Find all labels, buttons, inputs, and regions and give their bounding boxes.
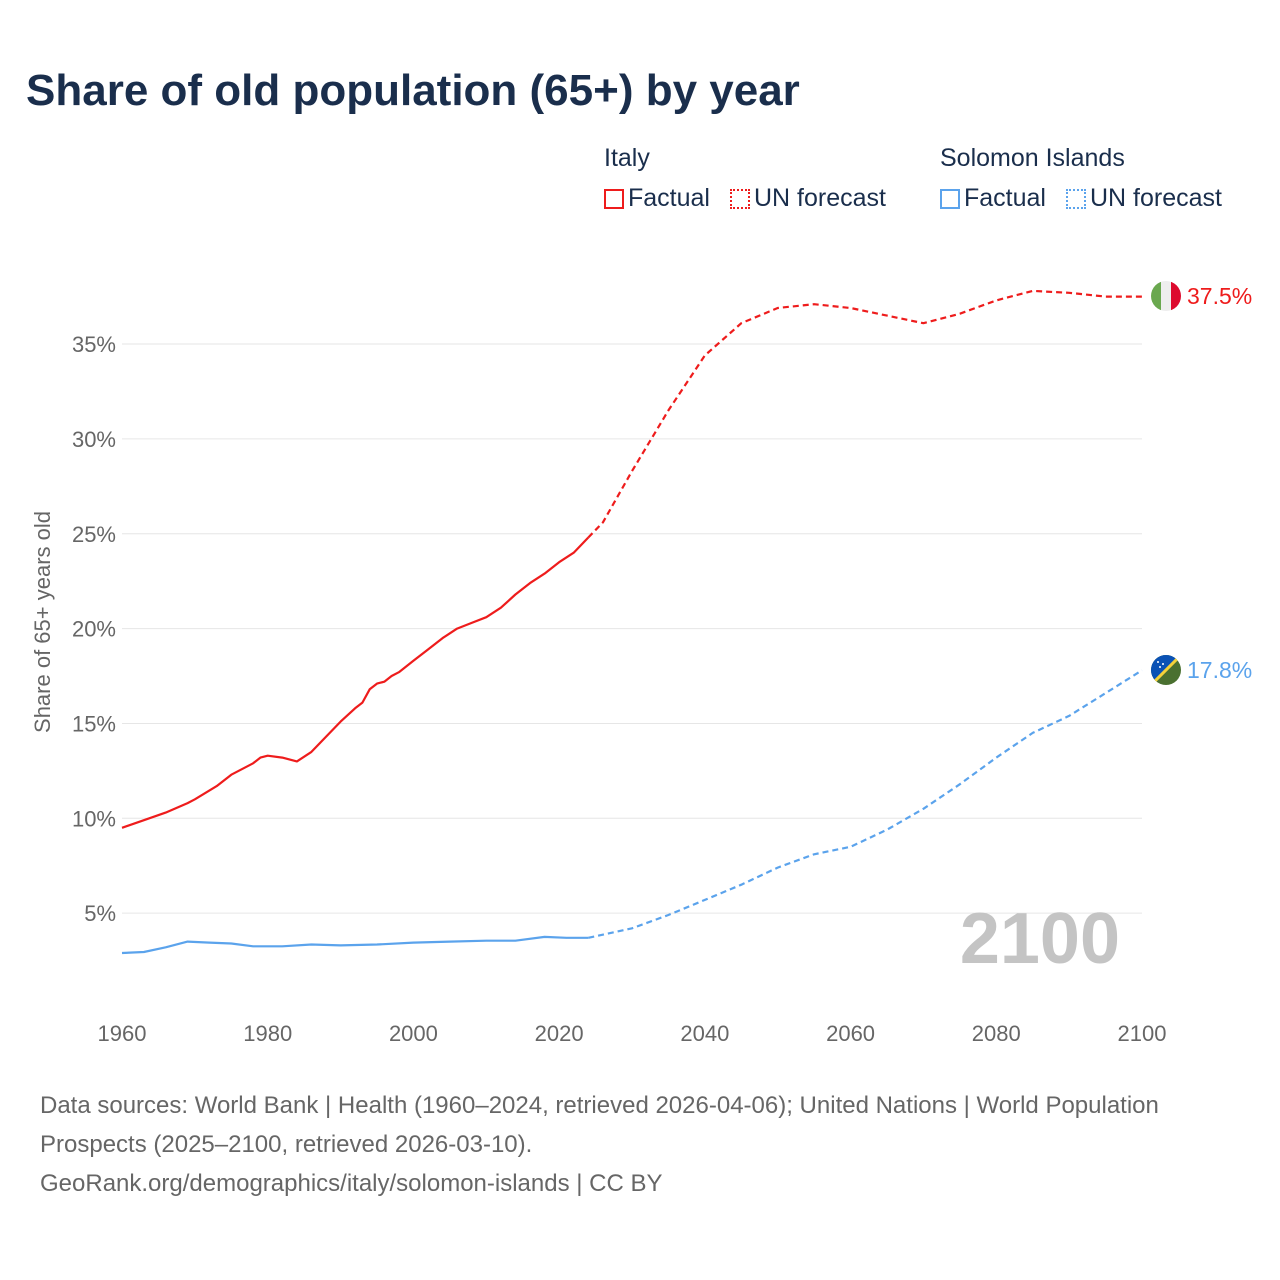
legend-solomon-islands: Solomon Islands Factual UN forecast — [940, 144, 1236, 213]
y-tick-label: 10% — [72, 806, 116, 831]
solomon-islands-forecast-line — [588, 669, 1143, 939]
legend-item-italy-factual[interactable]: Factual — [604, 184, 710, 213]
legend-swatch — [729, 188, 750, 209]
legend-label: UN forecast — [1089, 184, 1222, 212]
legend-label: Factual — [964, 184, 1046, 212]
x-tick-label: 2000 — [389, 1021, 438, 1046]
chart-title: Share of old population (65+) by year — [26, 66, 800, 115]
x-tick-label: 1960 — [98, 1021, 147, 1046]
footer: Data sources: World Bank | Health (1960–… — [40, 1086, 1180, 1203]
x-tick-label: 1980 — [243, 1021, 292, 1046]
italy-forecast-line — [587, 289, 1142, 539]
solomon-islands-end-label: 17.8% — [1187, 657, 1252, 683]
data-sources: Data sources: World Bank | Health (1960–… — [40, 1092, 1159, 1158]
y-tick-label: 15% — [72, 711, 116, 736]
legend-group-name: Italy — [604, 144, 650, 172]
year-watermark: 2100 — [960, 899, 1120, 979]
legend-label: UN forecast — [753, 184, 886, 212]
legend-swatch — [1065, 188, 1086, 209]
legend-label: Factual — [628, 184, 710, 212]
italy-factual-line — [121, 536, 590, 829]
italy-end-label: 37.5% — [1187, 283, 1252, 309]
italy-flag-icon — [1151, 281, 1181, 311]
x-tick-label: 2060 — [826, 1021, 875, 1046]
legend-swatch — [940, 188, 960, 209]
y-tick-label: 30% — [72, 427, 116, 452]
legend-item-italy-forecast[interactable]: UN forecast — [729, 184, 886, 213]
x-tick-label: 2080 — [972, 1021, 1021, 1046]
y-axis-label: Share of 65+ years old — [30, 511, 55, 733]
legend-group-name: Solomon Islands — [940, 144, 1125, 172]
legend-item-solomon-forecast[interactable]: UN forecast — [1065, 184, 1222, 213]
y-tick-label: 35% — [72, 332, 116, 357]
solomon-islands-flag-icon — [1151, 655, 1181, 685]
source-link[interactable]: GeoRank.org/demographics/italy/solomon-i… — [40, 1170, 663, 1197]
y-tick-label: 25% — [72, 522, 116, 547]
legend-item-solomon-factual[interactable]: Factual — [940, 184, 1046, 213]
x-tick-label: 2100 — [1118, 1021, 1167, 1046]
x-tick-label: 2020 — [535, 1021, 584, 1046]
solomon-islands-factual-line — [121, 935, 589, 955]
y-tick-label: 20% — [72, 617, 116, 642]
line-chart: 5% 10% 15% 20% 25% 30% 35% 1960 1980 2000 2020 2040… — [30, 281, 1252, 1046]
x-tick-label: 2040 — [680, 1021, 729, 1046]
legend-swatch — [604, 188, 624, 209]
y-tick-label: 5% — [84, 901, 116, 926]
legend-italy: Italy Factual UN forecast — [604, 144, 900, 213]
